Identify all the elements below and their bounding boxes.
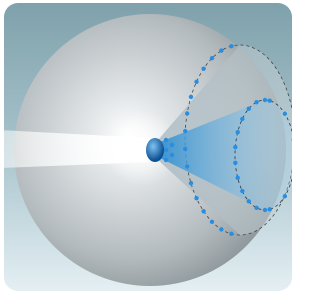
dot	[267, 207, 271, 211]
icon	[0, 0, 296, 294]
dot	[267, 98, 271, 102]
dot	[201, 209, 205, 213]
dot	[183, 129, 187, 133]
dot	[194, 80, 198, 84]
dot	[229, 232, 233, 236]
dot	[164, 148, 168, 152]
dot	[233, 161, 237, 165]
dot	[170, 153, 174, 157]
dot	[170, 143, 174, 147]
dot	[283, 194, 287, 198]
dot	[236, 176, 240, 180]
dot	[194, 196, 198, 200]
dot	[240, 189, 244, 193]
dot	[233, 145, 237, 149]
dot	[210, 56, 214, 60]
dot	[254, 100, 258, 104]
dot	[236, 130, 240, 134]
dot	[240, 117, 244, 121]
dot	[292, 137, 296, 141]
dot	[189, 95, 193, 99]
page: (() => { const data = JSON.parse(documen…	[0, 0, 296, 294]
center-ball	[146, 138, 164, 162]
dot	[219, 48, 223, 52]
dot	[292, 168, 296, 172]
dot	[164, 138, 168, 142]
dot	[229, 44, 233, 48]
dot	[183, 147, 187, 151]
dot	[283, 112, 287, 116]
dot	[247, 199, 251, 203]
dot	[164, 158, 168, 162]
dot	[210, 220, 214, 224]
dot	[189, 181, 193, 185]
dot	[185, 164, 189, 168]
dot	[254, 206, 258, 210]
dot	[201, 67, 205, 71]
dot	[263, 98, 267, 102]
dot	[219, 227, 223, 231]
dot	[247, 107, 251, 111]
dot	[185, 111, 189, 115]
dot	[263, 208, 267, 212]
